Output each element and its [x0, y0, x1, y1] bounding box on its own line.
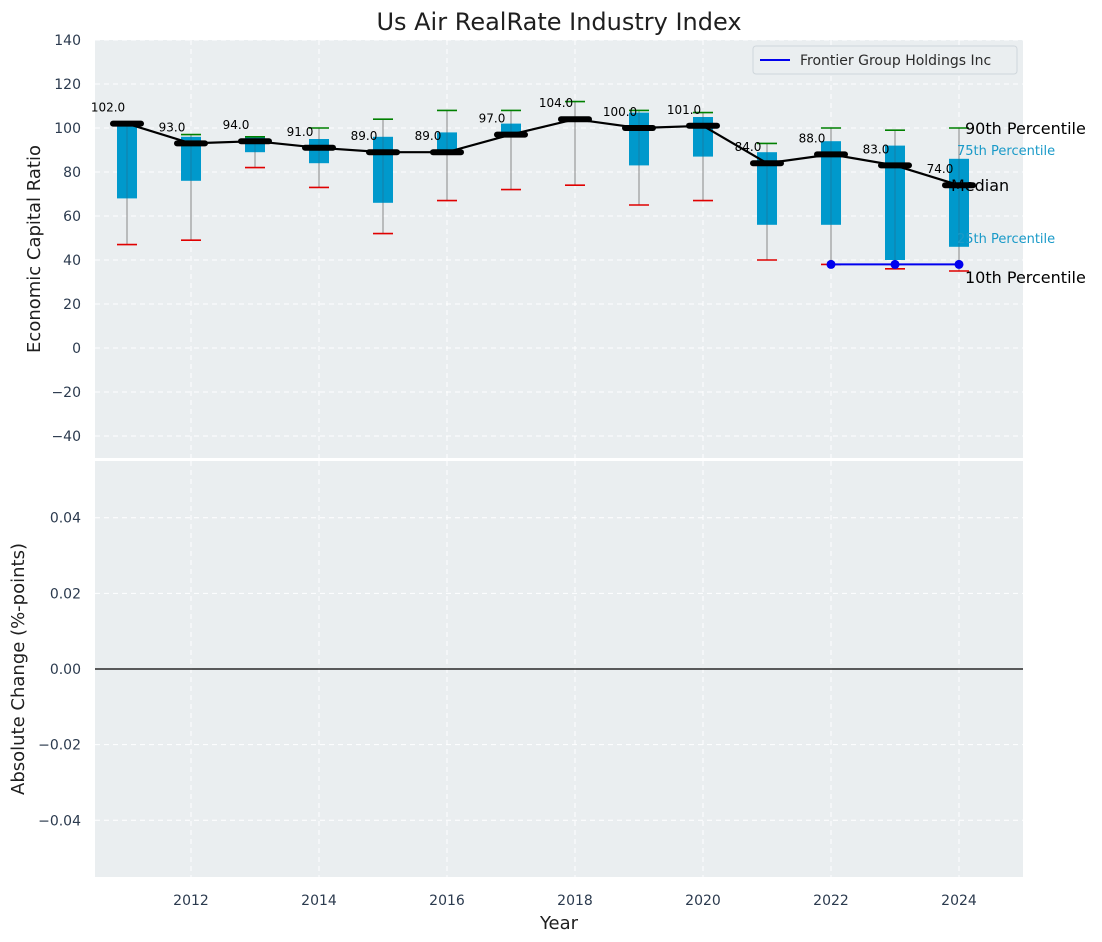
top-y-tick-label: 120	[54, 77, 81, 93]
median-value-label: 104.0	[539, 96, 573, 110]
median-value-label: 88.0	[799, 131, 826, 145]
box-2022	[821, 127, 841, 266]
label-25th-percentile: 25th Percentile	[957, 232, 1055, 247]
box-2024	[949, 127, 969, 272]
bottom-y-tick-label: −0.02	[38, 738, 81, 754]
label-75th-percentile: 75th Percentile	[957, 144, 1055, 159]
top-plot-background	[95, 40, 1023, 458]
median-value-label: 83.0	[863, 142, 890, 156]
median-value-label: 102.0	[91, 101, 125, 115]
top-y-tick-label: 0	[72, 341, 81, 357]
company-point	[954, 259, 964, 269]
median-value-label: 89.0	[351, 129, 378, 143]
x-tick-label: 2024	[941, 893, 977, 909]
top-panel: 140 120 100 80 60 40 20 0 −20 −40 102.0 93.0 94.0 91…	[24, 33, 1086, 458]
top-y-tick-label: −20	[51, 385, 81, 401]
box-2012	[181, 133, 201, 241]
top-y-ticks: 140 120 100 80 60 40 20 0 −20 −40	[51, 33, 81, 445]
top-grid	[95, 39, 1023, 458]
x-tick-label: 2022	[813, 893, 849, 909]
median-value-label: 74.0	[927, 162, 954, 176]
box-2016	[437, 109, 457, 202]
percentile-labels: 90th Percentile 75th Percentile Median 25th…	[951, 119, 1086, 287]
legend-box	[752, 45, 1018, 75]
x-tick-label: 2018	[557, 893, 593, 909]
median-value-label: 97.0	[479, 112, 506, 126]
company-line-group	[826, 259, 964, 269]
x-axis-label: Year	[539, 913, 579, 934]
x-ticks: 2012 2014 2016 2018 2020 2022 2024	[173, 893, 977, 909]
chart-title: Us Air RealRate Industry Index	[376, 8, 741, 36]
company-point	[826, 259, 836, 269]
bottom-y-axis-label: Absolute Change (%-points)	[8, 543, 29, 795]
top-y-tick-label: −40	[51, 429, 81, 445]
boxes	[117, 100, 969, 272]
top-y-tick-label: 80	[63, 165, 81, 181]
bottom-y-tick-label: −0.04	[38, 813, 81, 829]
median-line-group: 102.0 93.0 94.0 91.0 89.0 89.0 97.0 104.0 100.0 1…	[91, 96, 976, 189]
x-tick-label: 2016	[429, 893, 465, 909]
company-point	[890, 259, 900, 269]
bottom-y-tick-label: 0.04	[50, 511, 81, 527]
top-y-tick-label: 140	[54, 33, 81, 49]
label-median: Median	[951, 176, 1009, 195]
median-value-label: 100.0	[603, 105, 637, 119]
bottom-y-tick-label: 0.00	[50, 662, 81, 678]
top-y-tick-label: 20	[63, 297, 81, 313]
label-90th-percentile: 90th Percentile	[965, 119, 1086, 138]
legend: Frontier Group Holdings Inc	[752, 45, 1018, 75]
median-value-label: 93.0	[159, 120, 186, 134]
median-value-label: 84.0	[735, 140, 762, 154]
legend-entry-company: Frontier Group Holdings Inc	[800, 53, 991, 69]
median-value-label: 91.0	[287, 125, 314, 139]
bottom-y-tick-label: 0.02	[50, 586, 81, 602]
x-tick-label: 2020	[685, 893, 721, 909]
label-10th-percentile: 10th Percentile	[965, 268, 1086, 287]
median-value-label: 101.0	[667, 103, 701, 117]
x-tick-label: 2012	[173, 893, 209, 909]
median-value-label: 89.0	[415, 129, 442, 143]
top-y-axis-label: Economic Capital Ratio	[24, 145, 45, 353]
median-value-label: 94.0	[223, 118, 250, 132]
x-tick-label: 2014	[301, 893, 337, 909]
top-y-tick-label: 100	[54, 121, 81, 137]
bottom-y-ticks: 0.04 0.02 0.00 −0.02 −0.04	[38, 511, 81, 830]
top-y-tick-label: 60	[63, 209, 81, 225]
bottom-panel: 0.040.020.00−0.02−0.04 2012 2014 2016 2018 2…	[8, 461, 1023, 934]
top-y-tick-label: 40	[63, 253, 81, 269]
